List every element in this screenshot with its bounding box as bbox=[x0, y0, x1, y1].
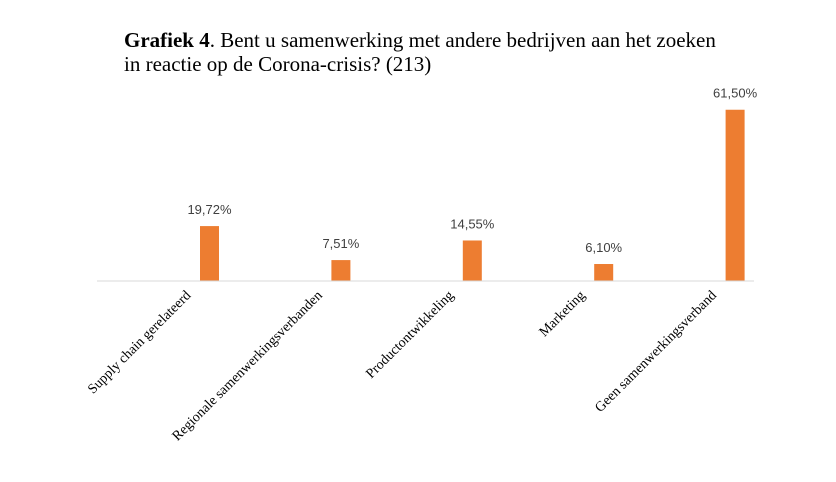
data-label-5: 61,50% bbox=[713, 86, 758, 101]
chart-title-line2: in reactie op de Corona-crisis? (213) bbox=[124, 52, 432, 76]
category-label-1: Supply chain gerelateerd bbox=[85, 288, 194, 397]
labels-layer: 19,72% Supply chain gerelateerd 7,51% Regio… bbox=[85, 86, 757, 445]
chart-title: Grafiek 4. Bent u samenwerking met ander… bbox=[124, 28, 744, 76]
category-label-4: Marketing bbox=[537, 288, 589, 340]
data-label-1: 19,72% bbox=[187, 202, 232, 217]
data-label-2: 7,51% bbox=[322, 236, 359, 251]
chart-title-bold: Grafiek 4 bbox=[124, 28, 210, 52]
bar-5 bbox=[725, 109, 745, 281]
bar-3 bbox=[462, 240, 482, 281]
category-label-5: Geen samenwerkingsverband bbox=[592, 288, 719, 415]
data-label-4: 6,10% bbox=[585, 240, 622, 255]
bar-1 bbox=[200, 226, 219, 281]
bar-4 bbox=[594, 264, 614, 281]
chart-title-rest: . Bent u samenwerking met andere bedrijv… bbox=[209, 28, 716, 52]
bars-layer bbox=[200, 109, 745, 281]
data-label-3: 14,55% bbox=[450, 216, 495, 231]
bar-2 bbox=[331, 260, 351, 281]
category-label-2: Regionale samenwerkingsverbanden bbox=[170, 288, 326, 444]
category-label-3: Productontwikkeling bbox=[363, 288, 457, 382]
